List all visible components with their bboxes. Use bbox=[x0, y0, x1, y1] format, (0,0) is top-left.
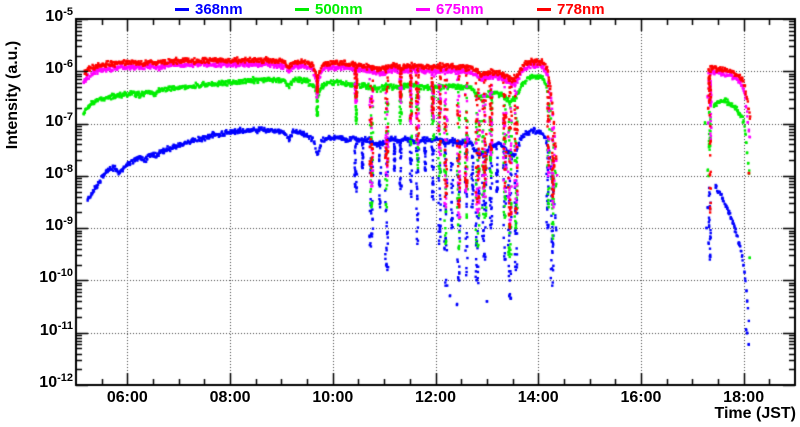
x-tick-label: 18:00 bbox=[723, 389, 765, 406]
x-tick-label: 14:00 bbox=[517, 389, 559, 406]
y-tick-label: 10-7 bbox=[45, 110, 73, 130]
y-tick-label: 10-6 bbox=[45, 58, 73, 78]
legend-label: 500nm bbox=[315, 0, 363, 18]
x-axis-title: Time (JST) bbox=[714, 405, 797, 422]
x-tick-label: 10:00 bbox=[312, 389, 354, 406]
y-tick-label: 10-10 bbox=[39, 267, 73, 287]
y-tick-label: 10-8 bbox=[45, 162, 73, 183]
legend-line-icon bbox=[295, 7, 309, 11]
legend-entry-778nm: 778nm bbox=[537, 0, 605, 18]
y-tick-label: 10-5 bbox=[45, 5, 73, 26]
legend-entry-368nm: 368nm bbox=[175, 0, 243, 18]
y-axis-title: Intensity (a.u.) bbox=[4, 40, 21, 150]
legend-label: 368nm bbox=[195, 0, 243, 18]
y-tick-label: 10-9 bbox=[45, 214, 73, 235]
legend-line-icon bbox=[416, 7, 430, 11]
legend-label: 778nm bbox=[557, 0, 605, 18]
x-tick-label: 12:00 bbox=[415, 389, 456, 406]
legend-line-icon bbox=[175, 7, 189, 11]
x-tick-label: 16:00 bbox=[620, 389, 662, 406]
x-tick-label: 08:00 bbox=[209, 389, 251, 406]
legend-entry-500nm: 500nm bbox=[295, 0, 363, 18]
legend-entry-675nm: 675nm bbox=[416, 0, 484, 18]
legend-label: 675nm bbox=[436, 0, 484, 18]
y-tick-label: 10-11 bbox=[39, 319, 73, 339]
x-tick-label: 06:00 bbox=[106, 389, 148, 406]
legend-line-icon bbox=[537, 7, 551, 11]
y-tick-label: 10-12 bbox=[39, 371, 73, 392]
